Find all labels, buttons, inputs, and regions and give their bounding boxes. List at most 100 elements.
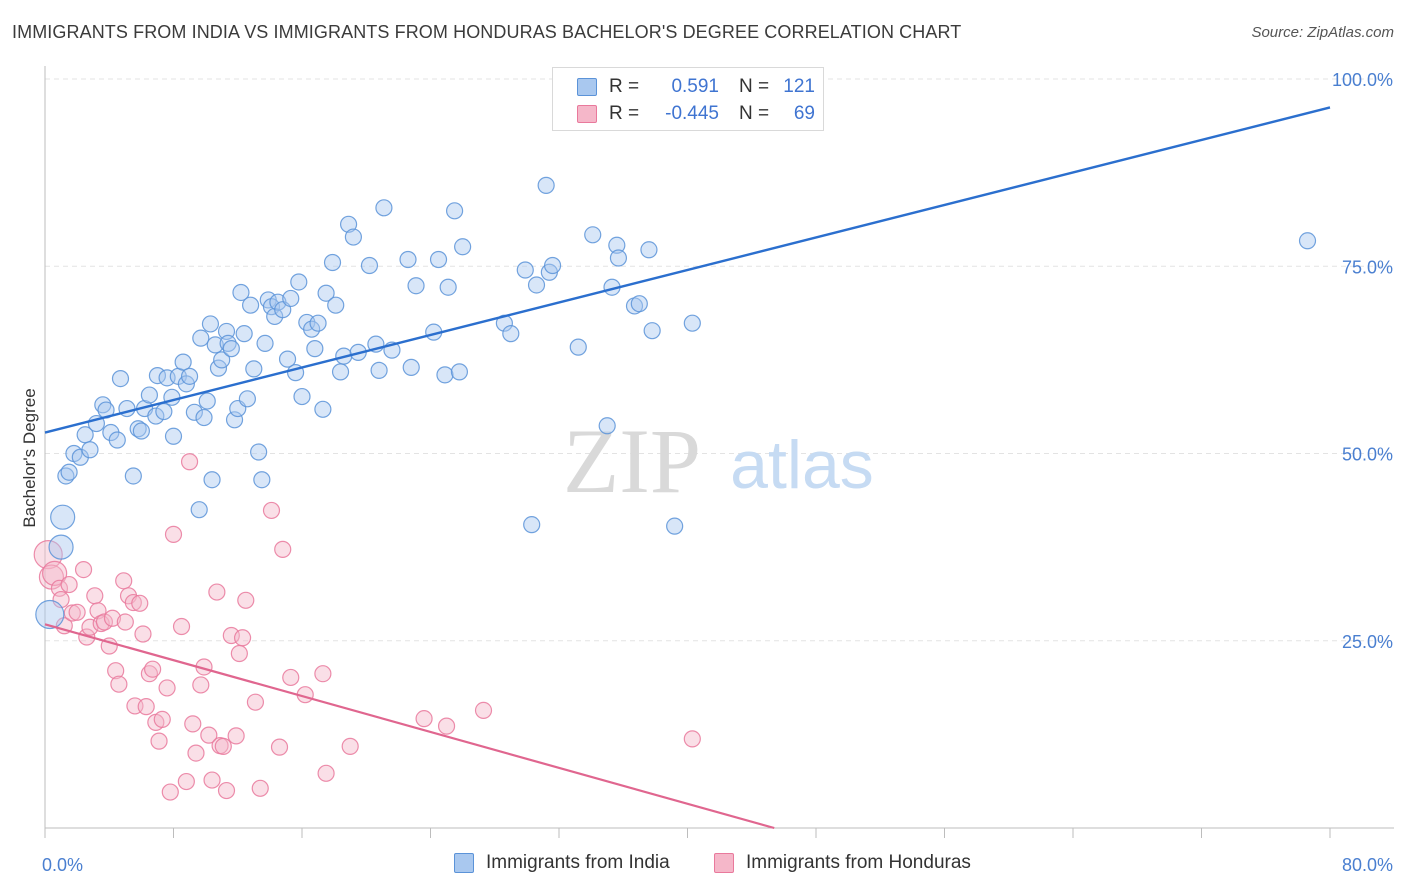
x-tick-label: 0.0%: [42, 855, 83, 875]
india-point: [256, 334, 274, 352]
india-point: [527, 276, 546, 294]
x-tick-label: 80.0%: [1342, 855, 1393, 875]
n-value-india: 121: [783, 76, 815, 97]
y-tick-label: 100.0%: [1332, 70, 1393, 90]
honduras-point: [172, 617, 191, 636]
honduras-point: [237, 591, 255, 609]
india-point: [303, 320, 321, 338]
watermark-zip: ZIP: [563, 410, 701, 512]
honduras-point: [208, 583, 226, 601]
india-point: [339, 215, 358, 233]
honduras-point: [95, 613, 114, 631]
honduras-point: [227, 727, 245, 745]
india-point: [108, 431, 126, 449]
honduras-point: [144, 660, 162, 678]
r-label: R =: [609, 103, 640, 124]
chart-title: IMMIGRANTS FROM INDIA VS IMMIGRANTS FROM…: [12, 22, 962, 42]
india-point: [213, 351, 231, 369]
n-label: N =: [739, 76, 770, 97]
india-point: [640, 241, 658, 259]
india-point: [132, 422, 150, 440]
honduras-point: [164, 525, 183, 543]
india-point: [402, 358, 420, 376]
honduras-point: [161, 783, 179, 801]
india-point: [666, 517, 684, 535]
india-legend-swatch: [454, 853, 474, 873]
legend-item-honduras[interactable]: Immigrants from Honduras: [714, 852, 971, 874]
r-label: R =: [609, 76, 640, 97]
india-point: [331, 363, 350, 381]
india-point: [370, 361, 388, 379]
india-point: [155, 402, 173, 421]
india-point: [282, 289, 300, 308]
honduras-point: [42, 560, 68, 586]
y-tick-label: 50.0%: [1342, 445, 1393, 465]
india-point: [1298, 232, 1317, 250]
honduras-point: [134, 625, 152, 643]
x-tick-labels: 0.0% 80.0%: [42, 855, 1393, 875]
india-trend-line: [44, 106, 1331, 434]
honduras-point: [203, 771, 221, 789]
india-point: [543, 256, 562, 275]
honduras-point: [317, 764, 335, 782]
india-point: [111, 370, 130, 388]
r-value-india: 0.591: [671, 76, 719, 97]
r-value-honduras: -0.445: [665, 103, 719, 124]
india-point: [198, 392, 216, 410]
y-tick-labels: 25.0% 50.0% 75.0% 100.0%: [1332, 70, 1393, 652]
honduras-point: [184, 715, 202, 733]
india-point: [502, 325, 520, 343]
honduras-point: [116, 613, 134, 631]
india-point: [242, 296, 260, 314]
legend-label-honduras: Immigrants from Honduras: [746, 852, 971, 873]
honduras-point: [187, 744, 205, 762]
honduras-point: [150, 732, 168, 750]
n-label: N =: [739, 103, 770, 124]
india-point: [360, 256, 379, 275]
honduras-point: [233, 629, 252, 647]
india-point: [375, 199, 393, 217]
honduras-points: [33, 453, 701, 801]
honduras-point: [158, 679, 176, 697]
honduras-point: [683, 730, 701, 748]
india-point: [429, 250, 448, 269]
india-point: [643, 322, 661, 340]
y-tick-label: 25.0%: [1342, 632, 1393, 652]
honduras-point: [115, 572, 133, 590]
honduras-point: [270, 738, 289, 756]
india-swatch: [577, 78, 597, 96]
honduras-point: [52, 590, 70, 609]
india-point: [683, 314, 701, 332]
india-point: [140, 386, 159, 404]
honduras-point: [177, 772, 195, 791]
india-point: [306, 340, 324, 358]
india-point: [48, 534, 74, 560]
india-point: [203, 471, 221, 489]
india-point: [314, 400, 332, 418]
india-point: [454, 238, 472, 256]
india-point: [245, 360, 263, 378]
india-point: [225, 411, 244, 429]
india-point: [278, 350, 297, 368]
india-point: [439, 278, 457, 296]
honduras-point: [282, 668, 300, 687]
honduras-swatch: [577, 105, 597, 123]
india-point: [290, 273, 308, 291]
india-point: [238, 390, 256, 408]
trend-lines: [44, 106, 1331, 830]
india-point: [232, 283, 250, 302]
honduras-point: [314, 665, 332, 683]
india-point: [206, 336, 224, 354]
honduras-point: [200, 726, 218, 744]
india-point: [50, 504, 76, 530]
honduras-point: [124, 593, 142, 612]
honduras-point: [86, 587, 104, 605]
legend-item-india[interactable]: Immigrants from India: [454, 852, 670, 874]
india-point: [407, 277, 425, 295]
watermark-atlas: atlas: [730, 427, 874, 503]
honduras-point: [192, 676, 210, 694]
honduras-point: [262, 501, 281, 520]
honduras-point: [217, 781, 236, 800]
india-point: [516, 261, 534, 279]
india-point: [436, 366, 454, 384]
